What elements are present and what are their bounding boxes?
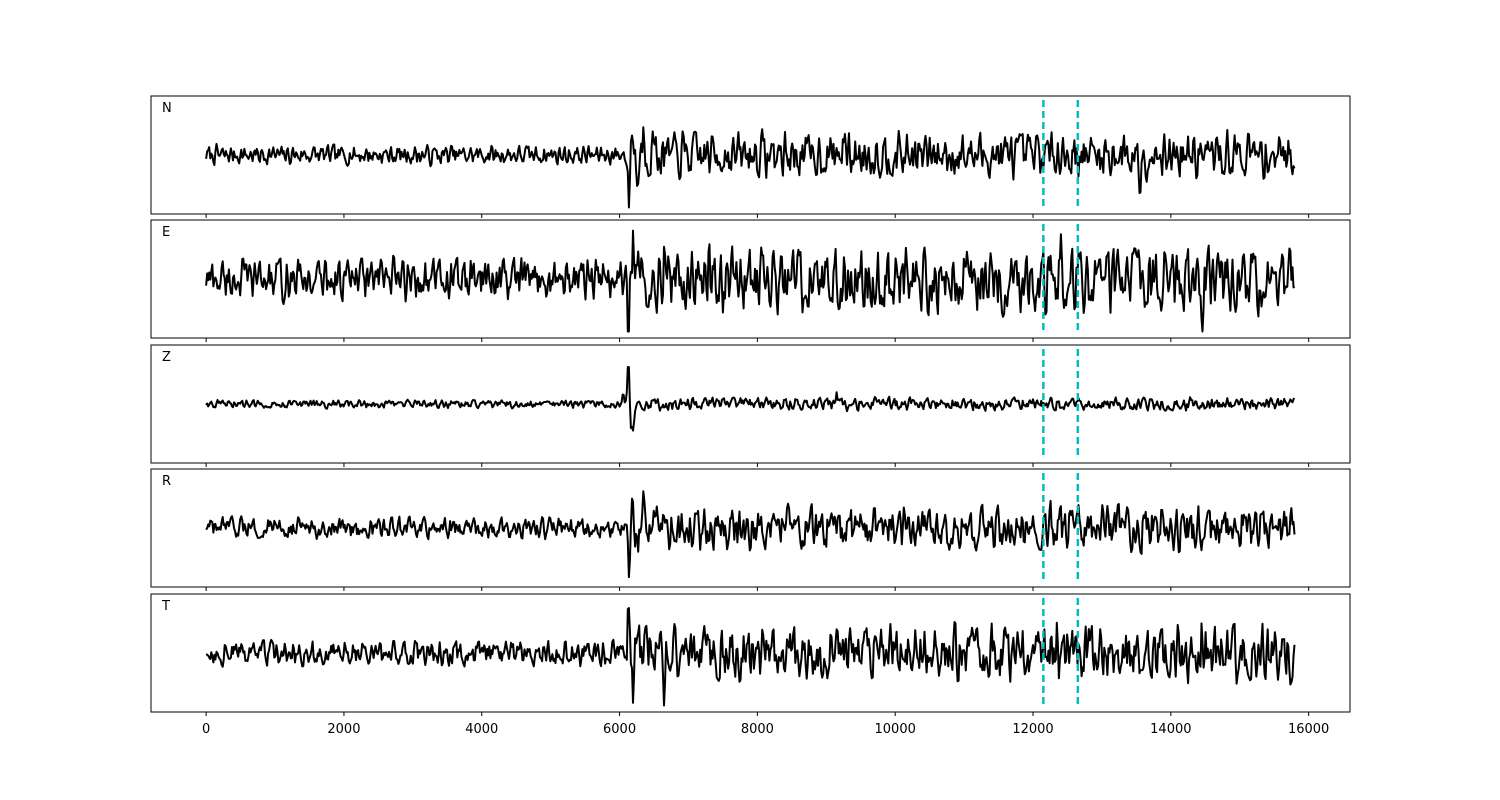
x-tick-label: 2000 [327,722,360,737]
x-tick-label: 16000 [1288,722,1329,737]
x-tick-label: 4000 [465,722,498,737]
panel-frame [150,344,1351,464]
x-tick-label: 0 [202,722,210,737]
component-label: T [161,599,170,614]
waveform-z [205,366,1296,432]
waveform-r [205,490,1296,579]
panel-n: N [150,95,1351,218]
panel-e: E [150,219,1351,342]
x-tick-label: 10000 [875,722,916,737]
panel-z: Z [150,344,1351,467]
x-tick-label: 14000 [1150,722,1191,737]
panel-frame [150,219,1351,339]
x-tick-label: 8000 [741,722,774,737]
component-label: Z [162,350,171,365]
panel-frame [150,95,1351,215]
x-tick-label: 6000 [603,722,636,737]
component-label: R [162,474,171,489]
waveform-n [205,126,1296,209]
waveform-t [205,607,1296,707]
component-label: N [162,101,172,116]
panel-frame [150,593,1351,713]
x-tick-label: 12000 [1012,722,1053,737]
x-axis: 0 2000 4000 6000 8000 10000 12000 14000 16000 [202,722,1329,737]
panels-group: N E Z R T [150,95,1351,716]
waveform-e [205,229,1296,333]
component-label: E [162,225,170,240]
panel-t: T [150,593,1351,716]
panel-r: R [150,468,1351,591]
panel-frame [150,468,1351,588]
